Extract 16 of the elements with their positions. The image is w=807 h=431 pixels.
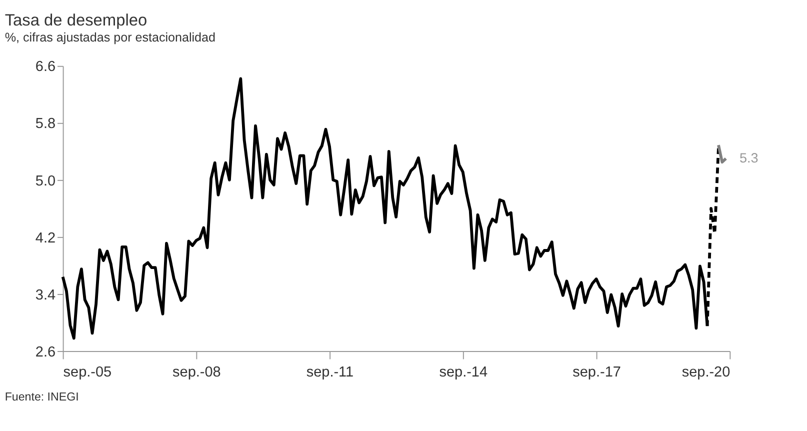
y-tick-label: 4.2 [35,230,56,246]
y-tick-label: 3.4 [35,287,56,304]
x-tick-label: sep.-20 [682,364,730,381]
y-tick-label: 2.6 [35,344,56,360]
y-tick-label: 5.0 [35,173,56,190]
y-tick-label: 6.6 [35,59,56,76]
x-tick-label: sep.-17 [572,364,621,381]
x-tick-label: sep.-11 [306,364,354,381]
x-tick-label: sep.-14 [439,364,488,381]
x-tick-label: sep.-08 [172,364,221,381]
y-tick-label: 5.8 [35,116,56,132]
x-tick-label: sep.-05 [63,364,112,381]
source-note: Fuente: INEGI [4,391,79,404]
chart-subtitle: %, cifras ajustadas por estacionalidad [4,30,216,45]
annotation: 5.3 [739,150,758,166]
chart-title: Tasa de desempleo [4,11,148,30]
